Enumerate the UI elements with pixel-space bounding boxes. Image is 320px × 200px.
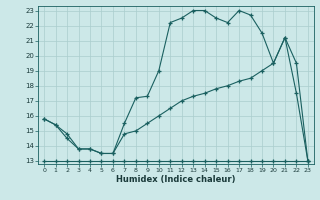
X-axis label: Humidex (Indice chaleur): Humidex (Indice chaleur) xyxy=(116,175,236,184)
